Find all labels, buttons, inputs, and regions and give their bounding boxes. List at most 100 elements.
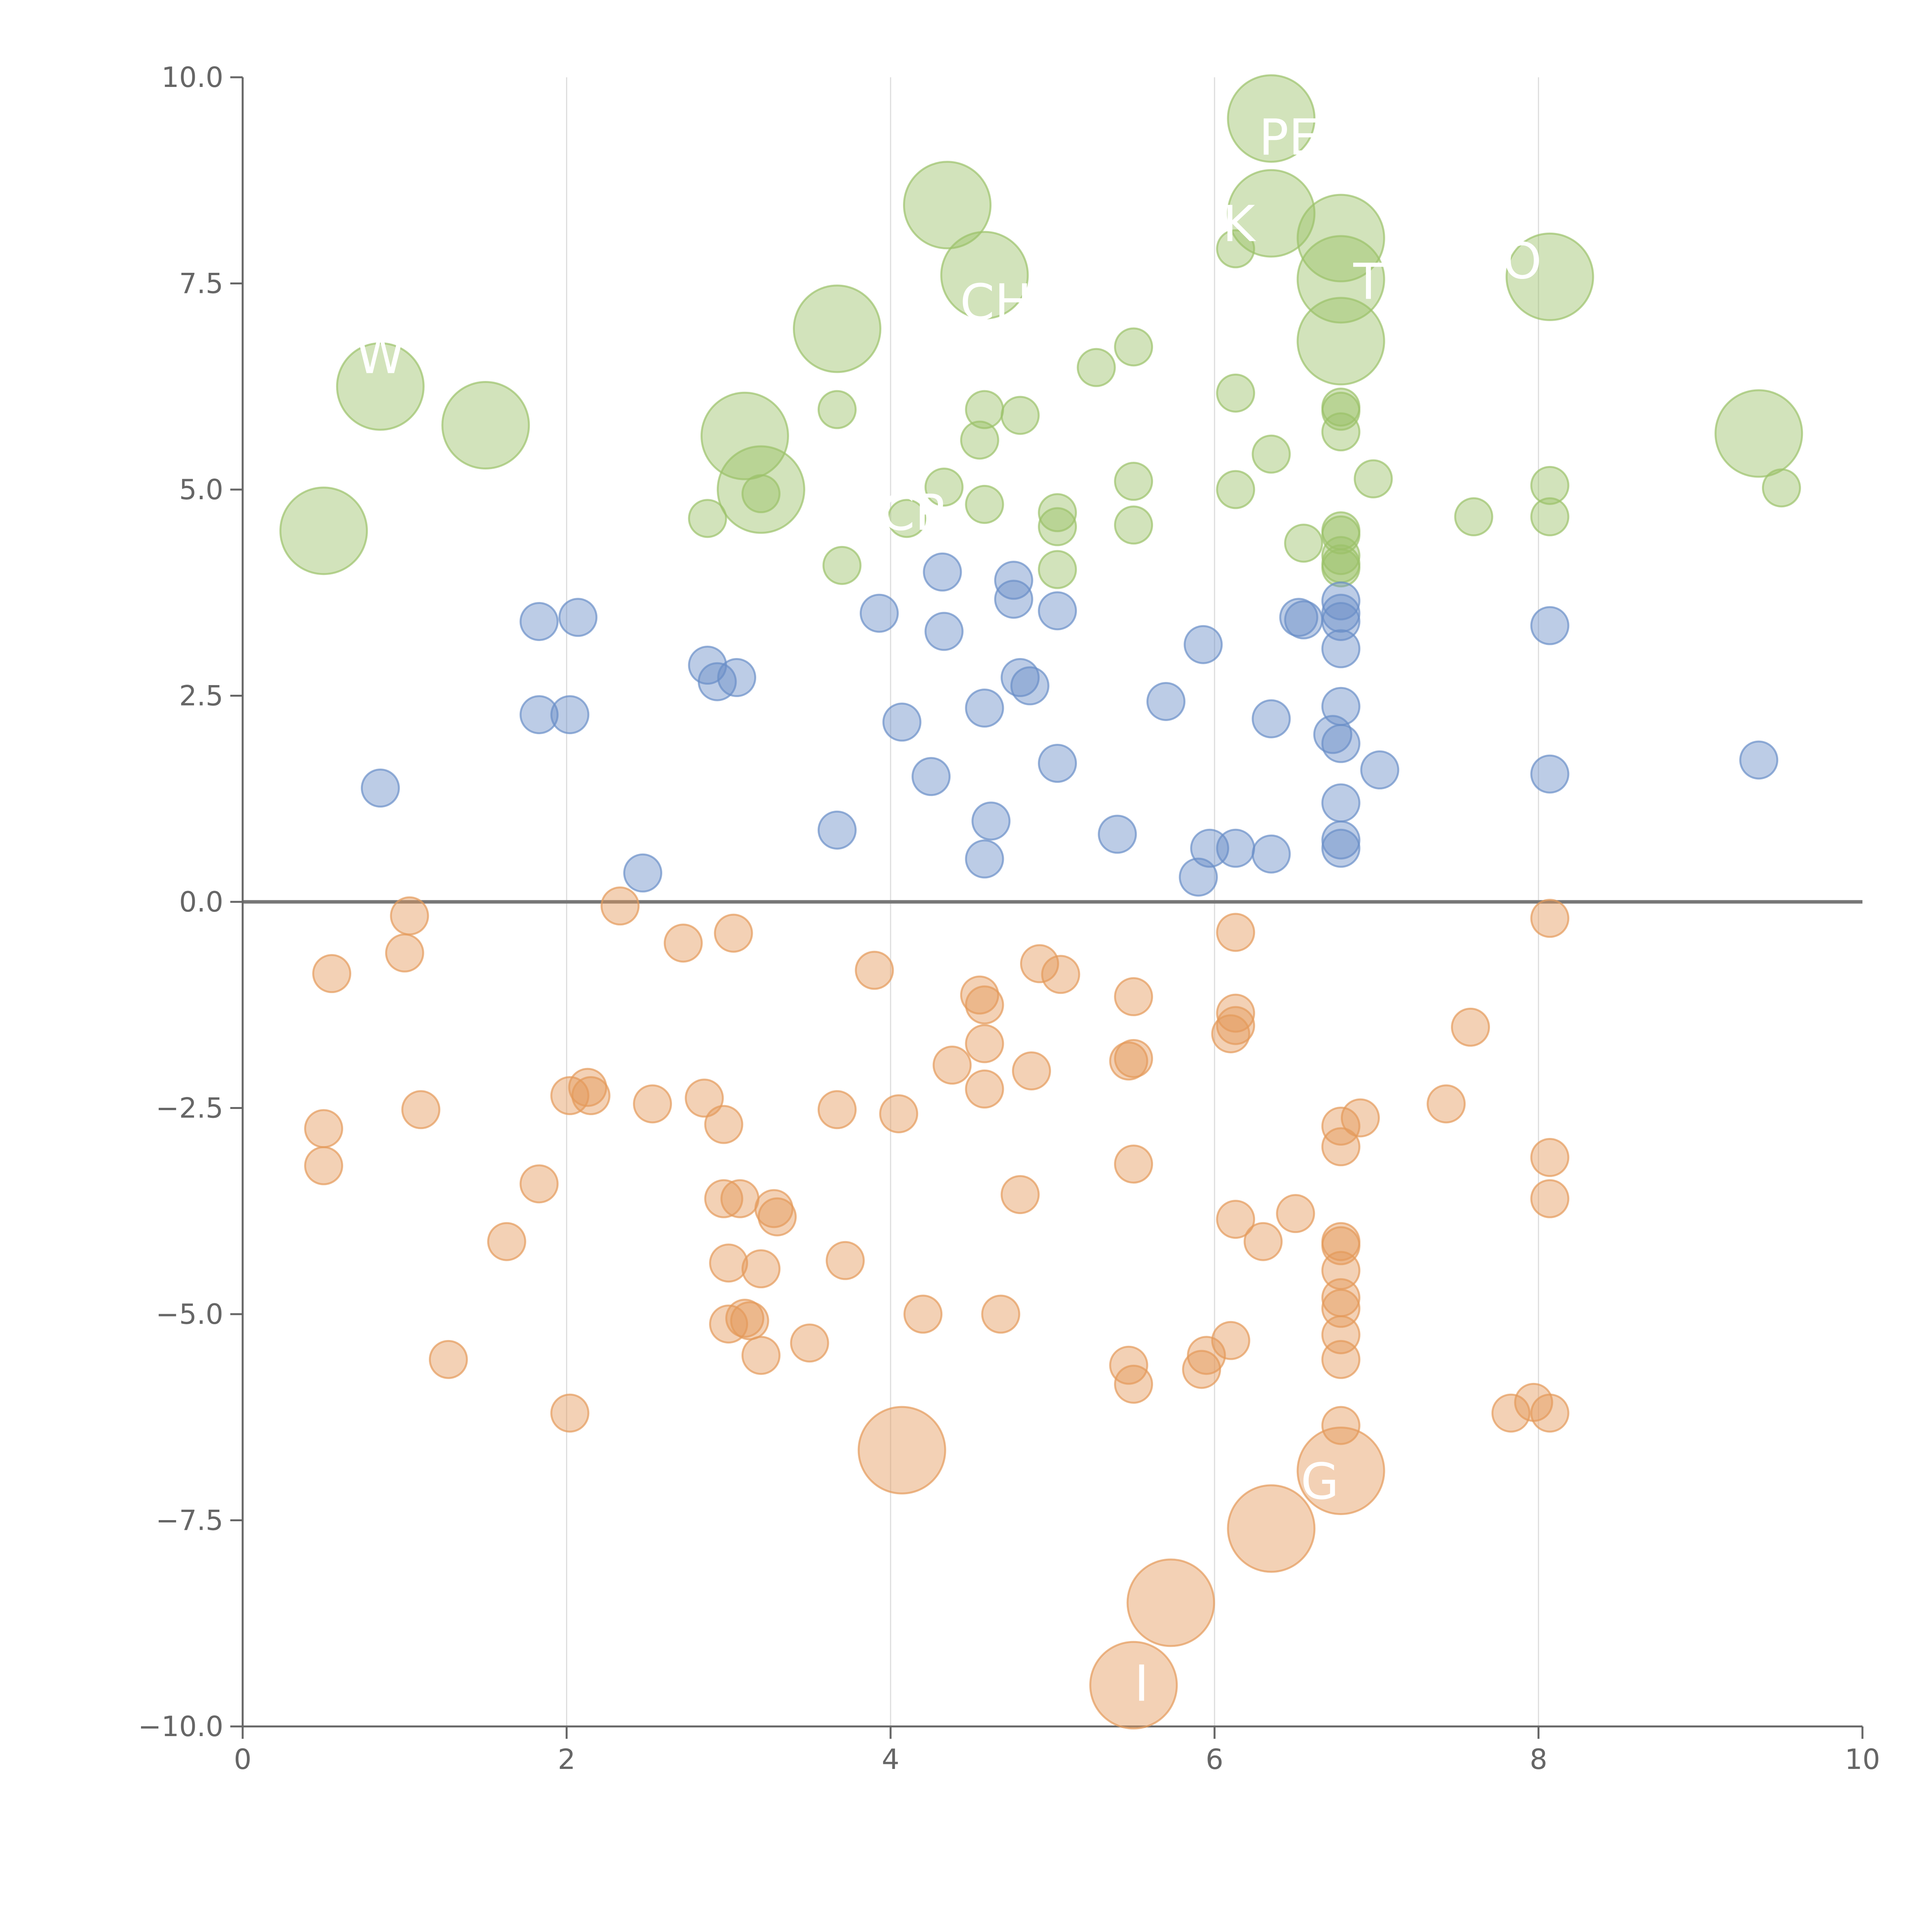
orange-point bbox=[1321, 1340, 1361, 1379]
point-label: I bbox=[1134, 1655, 1149, 1713]
blue-point bbox=[859, 594, 899, 633]
blue-point bbox=[1321, 594, 1361, 633]
green-point bbox=[1284, 524, 1323, 563]
axes: 10.0 7.5 5.0 2.5 0.0 −2.5 −5.0 −7.5 −10.0 0 2 4 6 8 10 bbox=[138, 61, 1880, 1776]
orange-point bbox=[487, 1222, 526, 1261]
green-point bbox=[1354, 459, 1393, 498]
big-green-point bbox=[279, 486, 368, 575]
green-point bbox=[1530, 466, 1570, 505]
big-green-point bbox=[716, 445, 805, 534]
orange-point bbox=[757, 1197, 797, 1236]
orange-point bbox=[965, 985, 1004, 1025]
blue-point bbox=[965, 839, 1004, 879]
big-green-point bbox=[1227, 74, 1316, 163]
x-tick-label: 10 bbox=[1845, 1743, 1880, 1776]
y-tick-label: 2.5 bbox=[179, 680, 223, 712]
orange-point bbox=[304, 1146, 344, 1185]
blue-point bbox=[1216, 828, 1255, 868]
point-label: W bbox=[356, 328, 405, 385]
y-tick-label: 5.0 bbox=[179, 473, 223, 506]
orange-point bbox=[1243, 1222, 1283, 1261]
orange-point bbox=[550, 1393, 590, 1433]
orange-point bbox=[1530, 1393, 1570, 1433]
orange-point bbox=[312, 954, 352, 993]
green-point bbox=[1321, 536, 1361, 575]
green-point bbox=[1114, 505, 1153, 545]
orange-point bbox=[1216, 1200, 1255, 1239]
orange-point bbox=[633, 1084, 672, 1124]
blue-point bbox=[994, 580, 1033, 619]
blue-point bbox=[1038, 591, 1077, 631]
blue-point bbox=[550, 695, 590, 735]
green-point bbox=[688, 499, 727, 538]
big-orange-point bbox=[1296, 1426, 1385, 1515]
orange-point bbox=[825, 1241, 865, 1280]
orange-point bbox=[790, 1323, 829, 1363]
blue-point bbox=[1321, 629, 1361, 668]
data-points bbox=[279, 74, 1803, 1730]
blue-point bbox=[1179, 857, 1218, 897]
blue-point bbox=[1739, 740, 1779, 780]
big-green-point bbox=[1296, 297, 1385, 386]
blue-point bbox=[1146, 682, 1185, 721]
orange-point bbox=[730, 1301, 769, 1340]
orange-point bbox=[714, 913, 753, 953]
big-green-point bbox=[1227, 169, 1316, 258]
blue-point bbox=[1321, 602, 1361, 641]
orange-point bbox=[1530, 1179, 1570, 1218]
y-tick-label: −5.0 bbox=[156, 1298, 223, 1330]
green-point bbox=[887, 499, 927, 538]
orange-point bbox=[1012, 1051, 1051, 1090]
blue-point bbox=[1321, 783, 1361, 823]
big-green-point bbox=[793, 284, 881, 373]
green-point bbox=[822, 546, 862, 585]
orange-point bbox=[1321, 1406, 1361, 1445]
orange-point bbox=[1187, 1336, 1226, 1375]
orange-point bbox=[709, 1304, 748, 1344]
orange-point bbox=[663, 923, 703, 963]
orange-point bbox=[1530, 1138, 1570, 1177]
orange-point bbox=[1340, 1098, 1380, 1138]
orange-point bbox=[1321, 1106, 1361, 1146]
orange-point bbox=[960, 975, 999, 1015]
big-green-point bbox=[940, 231, 1029, 320]
blue-point bbox=[519, 602, 559, 641]
blue-point bbox=[1284, 600, 1323, 639]
point-label: T bbox=[1353, 253, 1384, 311]
orange-point bbox=[741, 1249, 781, 1289]
orange-point bbox=[704, 1105, 743, 1144]
blue-point bbox=[623, 853, 662, 893]
point-label: CH bbox=[960, 274, 1032, 332]
green-point bbox=[1321, 391, 1361, 431]
orange-point bbox=[1491, 1393, 1531, 1433]
blue-point bbox=[697, 662, 737, 701]
orange-point bbox=[1182, 1350, 1221, 1389]
big-orange-point bbox=[1089, 1641, 1178, 1730]
orange-point bbox=[932, 1046, 972, 1085]
blue-point bbox=[1321, 820, 1361, 860]
green-point bbox=[1321, 515, 1361, 554]
blue-point bbox=[1252, 699, 1291, 738]
orange-point bbox=[709, 1243, 748, 1283]
orange-point bbox=[817, 1090, 857, 1129]
blue-point bbox=[1252, 834, 1291, 874]
big-green-point bbox=[336, 342, 425, 431]
big-green-point bbox=[903, 161, 992, 250]
green-point bbox=[1216, 373, 1255, 413]
green-point bbox=[1454, 497, 1493, 536]
orange-point bbox=[685, 1078, 724, 1118]
orange-point bbox=[600, 886, 640, 926]
blue-point bbox=[1530, 606, 1570, 645]
y-tick-label: −10.0 bbox=[138, 1710, 223, 1743]
green-point bbox=[1038, 493, 1077, 532]
orange-point bbox=[304, 1109, 344, 1148]
big-green-point bbox=[441, 381, 530, 470]
orange-point bbox=[1109, 1345, 1148, 1385]
orange-point bbox=[429, 1340, 468, 1379]
x-tick-label: 4 bbox=[882, 1743, 900, 1776]
blue-point bbox=[971, 801, 1011, 841]
orange-point bbox=[1321, 1127, 1361, 1167]
orange-point bbox=[1020, 944, 1059, 983]
